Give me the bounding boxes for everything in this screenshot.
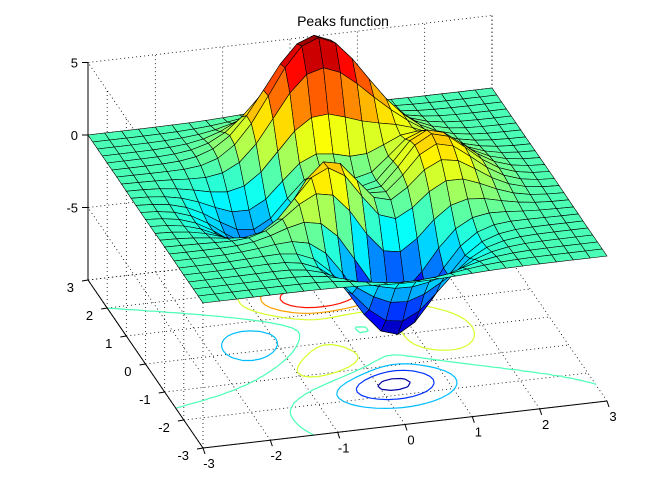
contour-line <box>378 379 410 391</box>
x-tick-mark <box>405 425 407 431</box>
y-tick-mark <box>178 420 184 421</box>
x-tick-mark <box>607 401 609 407</box>
y-tick-label: -2 <box>158 420 170 435</box>
z-tick-label: 0 <box>71 128 78 143</box>
y-tick-mark <box>101 308 107 309</box>
x-tick-label: 2 <box>542 417 549 432</box>
x-tick-mark <box>270 440 272 446</box>
x-tick-label: -2 <box>271 448 283 463</box>
y-tick-label: 3 <box>67 280 74 295</box>
z-tick-label: 5 <box>71 56 78 71</box>
surface-mesh <box>88 35 607 334</box>
x-tick-mark <box>203 448 205 454</box>
x-tick-label: 1 <box>475 425 482 440</box>
contour-line <box>222 331 457 409</box>
x-tick-label: -3 <box>203 456 215 471</box>
y-tick-mark <box>197 448 203 449</box>
y-tick-label: 0 <box>124 364 131 379</box>
y-tick-mark <box>140 364 146 365</box>
x-tick-mark <box>472 417 474 423</box>
chart-title: Peaks function <box>297 13 389 29</box>
x-tick-mark <box>540 409 542 415</box>
y-tick-label: -1 <box>139 392 151 407</box>
grid-line <box>126 289 530 336</box>
y-tick-mark <box>159 392 165 393</box>
y-tick-mark <box>82 280 88 281</box>
grid-line <box>146 317 550 364</box>
x-tick-label: 3 <box>609 409 616 424</box>
y-tick-mark <box>120 336 126 337</box>
y-tick-label: 1 <box>105 336 112 351</box>
y-tick-label: -3 <box>177 448 189 463</box>
z-tick-label: -5 <box>66 201 78 216</box>
x-tick-label: 0 <box>407 433 414 448</box>
y-tick-label: 2 <box>86 308 93 323</box>
x-tick-mark <box>338 432 340 438</box>
x-tick-label: -1 <box>338 440 350 455</box>
